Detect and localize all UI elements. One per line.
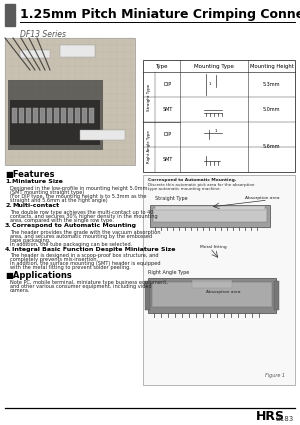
Bar [8, 80, 103, 150]
Text: 5.3mm: 5.3mm [263, 82, 280, 87]
Text: tape packaging.: tape packaging. [10, 238, 50, 243]
Text: Mounting Height: Mounting Height [250, 63, 293, 68]
Text: 5.6mm: 5.6mm [263, 144, 280, 150]
Text: with the metal fitting to prevent solder peeling.: with the metal fitting to prevent solder… [10, 266, 131, 270]
Bar [150, 205, 270, 227]
Bar [152, 282, 272, 307]
Text: 1: 1 [209, 82, 211, 85]
Text: Straight Type: Straight Type [155, 196, 188, 201]
Text: Integral Basic Function Despite Miniature Size: Integral Basic Function Despite Miniatur… [12, 247, 175, 252]
Text: camera.: camera. [10, 288, 31, 293]
Text: 1: 1 [215, 128, 217, 133]
Text: straight and 5.6mm at the right angle): straight and 5.6mm at the right angle) [10, 198, 108, 202]
Text: In addition, the tube packaging can be selected.: In addition, the tube packaging can be s… [10, 241, 132, 246]
Bar [19, 108, 24, 123]
Bar [60, 45, 95, 57]
Text: area, and secures automatic mounting by the embossed: area, and secures automatic mounting by … [10, 233, 152, 238]
Text: B183: B183 [275, 416, 293, 422]
Text: 5.0mm: 5.0mm [263, 107, 280, 112]
Text: The header is designed in a scoop-proof box structure, and: The header is designed in a scoop-proof … [10, 253, 158, 258]
Text: (For DIP type, the mounting height is to 5.3mm as the: (For DIP type, the mounting height is to… [10, 193, 146, 198]
Bar [143, 60, 295, 172]
Text: Figure 1: Figure 1 [265, 373, 285, 378]
Text: ■Features: ■Features [5, 170, 55, 179]
Text: Straight Type: Straight Type [147, 83, 151, 110]
Text: DF13 Series: DF13 Series [20, 30, 66, 39]
Text: DIP: DIP [164, 132, 172, 137]
Bar [33, 108, 38, 123]
Bar [89, 108, 94, 123]
Bar [61, 108, 66, 123]
Text: Absorption area: Absorption area [206, 290, 240, 294]
Bar [5, 38, 135, 165]
Text: 4.: 4. [5, 247, 12, 252]
Bar [148, 278, 276, 313]
Bar [12, 108, 17, 123]
Text: HRS: HRS [256, 411, 285, 423]
Bar [10, 100, 100, 145]
Bar [40, 108, 45, 123]
Text: DIP: DIP [164, 82, 172, 87]
Text: Metal fitting: Metal fitting [200, 245, 227, 249]
Bar [20, 50, 50, 58]
Bar [80, 130, 125, 140]
Text: Correspond to Automatic Mounting: Correspond to Automatic Mounting [12, 223, 136, 228]
Bar [145, 281, 150, 310]
Bar [82, 108, 87, 123]
Bar [5, 4, 15, 26]
Text: The double row type achieves the multi-contact up to 40: The double row type achieves the multi-c… [10, 210, 154, 215]
Text: (SMT mounting straight type): (SMT mounting straight type) [10, 190, 84, 195]
Text: 2.: 2. [5, 203, 12, 208]
Text: Correspond to Automatic Mounting.: Correspond to Automatic Mounting. [148, 178, 236, 182]
Bar [143, 175, 295, 385]
Text: 1.25mm Pitch Miniature Crimping Connector: 1.25mm Pitch Miniature Crimping Connecto… [20, 8, 300, 20]
Text: 1.: 1. [5, 179, 12, 184]
Text: Right Angle Type: Right Angle Type [148, 270, 189, 275]
Text: Note PC, mobile terminal, miniature type business equipment,: Note PC, mobile terminal, miniature type… [10, 280, 168, 285]
Text: area, compared with the single row type.: area, compared with the single row type. [10, 218, 114, 223]
Text: Mounting Type: Mounting Type [194, 63, 234, 68]
Bar [47, 108, 52, 123]
Text: type automatic mounting machine.: type automatic mounting machine. [148, 187, 221, 191]
Bar [54, 108, 59, 123]
Text: 3.: 3. [5, 223, 12, 228]
Text: Absorption area: Absorption area [245, 196, 280, 200]
Text: Type: Type [155, 63, 168, 68]
Text: SMT: SMT [163, 107, 173, 112]
Text: Multi-contact: Multi-contact [12, 203, 59, 208]
Text: and other various consumer equipment, including video: and other various consumer equipment, in… [10, 284, 152, 289]
Bar [75, 108, 80, 123]
Text: SMT: SMT [163, 157, 173, 162]
Bar [274, 281, 279, 310]
Bar [192, 280, 232, 288]
Text: Designed in the low-profile in mounting height 5.0mm.: Designed in the low-profile in mounting … [10, 185, 149, 190]
Bar [26, 108, 31, 123]
Text: Miniature Size: Miniature Size [12, 179, 63, 184]
Bar [68, 108, 73, 123]
Text: Discrete thin automatic pick area for the absorption: Discrete thin automatic pick area for th… [148, 183, 254, 187]
Text: The header provides the grade with the vacuum absorption: The header provides the grade with the v… [10, 230, 160, 235]
Bar [155, 206, 265, 210]
Text: completely prevents mis-insertion.: completely prevents mis-insertion. [10, 258, 98, 263]
Text: ■Applications: ■Applications [5, 271, 72, 280]
Text: In addition, the surface mounting (SMT) header is equipped: In addition, the surface mounting (SMT) … [10, 261, 160, 266]
Bar [153, 208, 267, 222]
Text: Right Angle Type: Right Angle Type [147, 130, 151, 163]
Text: contacts, and secures 30% higher density in the mounting: contacts, and secures 30% higher density… [10, 213, 158, 218]
